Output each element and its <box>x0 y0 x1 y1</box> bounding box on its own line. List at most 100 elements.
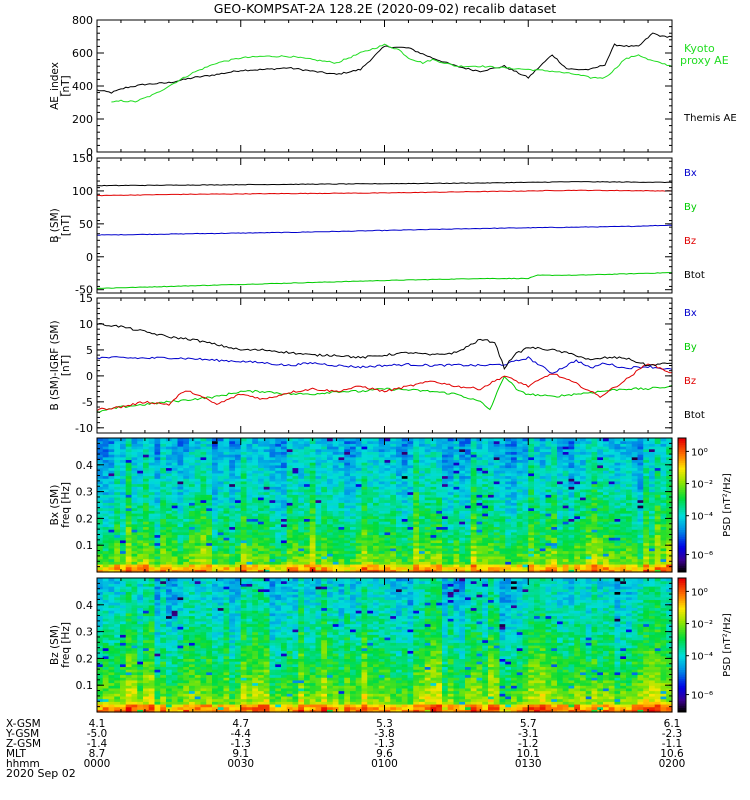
spectrogram-cell <box>183 513 190 517</box>
spectrogram-cell <box>499 553 506 557</box>
spectrogram-cell <box>189 478 196 482</box>
spectrogram-cell <box>591 446 598 450</box>
spectrogram-cell <box>436 521 443 525</box>
spectrogram-cell <box>384 472 391 477</box>
spectrogram-cell <box>194 454 202 458</box>
spectrogram-cell <box>378 569 386 573</box>
spectrogram-cell <box>551 534 558 538</box>
spectrogram-cell <box>97 502 104 506</box>
spectrogram-cell <box>430 480 437 485</box>
spectrogram-cell <box>108 483 115 487</box>
spectrogram-cell <box>177 443 184 447</box>
spectrogram-cell <box>160 531 167 536</box>
spectrogram-cell <box>361 518 368 522</box>
spectrogram-cell <box>338 440 345 444</box>
spectrogram-cell <box>378 454 386 458</box>
spectrogram-cell <box>148 491 156 495</box>
spectrogram-cell <box>407 550 414 554</box>
spectrogram-cell <box>522 526 529 530</box>
spectrogram-cell <box>620 505 627 509</box>
spectrogram-cell <box>505 499 512 503</box>
spectrogram-cell <box>361 537 368 541</box>
spectrogram-cell <box>626 438 633 442</box>
spectrogram-cell <box>281 451 288 455</box>
spectrogram-cell <box>614 537 621 541</box>
spectrogram-cell <box>413 459 420 463</box>
spectrogram-cell <box>194 537 202 541</box>
spectrogram-cell <box>401 464 409 469</box>
spectrogram-cell <box>246 550 253 554</box>
spectrogram-cell <box>206 494 213 498</box>
spectrogram-cell <box>557 518 564 522</box>
spectrogram-cell <box>154 483 161 487</box>
spectrogram-cell <box>603 553 610 557</box>
spectrogram-cell <box>160 529 167 533</box>
spectrogram-cell <box>516 451 524 455</box>
spectrogram-cell <box>154 448 161 452</box>
spectrogram-cell <box>384 462 391 466</box>
spectrogram-cell <box>315 499 322 503</box>
spectrogram-cell <box>131 480 138 485</box>
spectrogram-cell <box>585 483 593 487</box>
spectrogram-cell <box>367 542 374 546</box>
spectrogram-cell <box>148 561 156 565</box>
spectrogram-cell <box>120 443 127 447</box>
spectrogram-cell <box>160 456 167 461</box>
spectrogram-cell <box>505 443 512 447</box>
spectrogram-cell <box>309 480 317 485</box>
spectrogram-cell <box>246 472 253 477</box>
spectrogram-cell <box>511 448 518 452</box>
spectrogram-cell <box>298 456 305 461</box>
spectrogram-cell <box>626 496 633 501</box>
spectrogram-cell <box>223 459 230 463</box>
spectrogram-cell <box>212 561 219 565</box>
spectrogram-cell <box>401 534 409 538</box>
spectrogram-cell <box>373 496 380 501</box>
spectrogram-cell <box>102 472 110 477</box>
spectrogram-cell <box>269 513 276 517</box>
spectrogram-cell <box>97 499 104 503</box>
spectrogram-cell <box>465 467 472 471</box>
spectrogram-cell <box>614 555 621 560</box>
spectrogram-cell <box>396 518 403 522</box>
spectrogram-cell <box>631 502 639 506</box>
spectrogram-cell <box>137 537 144 541</box>
spectrogram-cell <box>298 470 305 474</box>
spectrogram-cell <box>631 553 639 557</box>
spectrogram-cell <box>206 454 213 458</box>
spectrogram-cell <box>344 451 351 455</box>
spectrogram-cell <box>534 542 541 546</box>
spectrogram-cell <box>562 539 570 544</box>
spectrogram-cell <box>378 470 386 474</box>
spectrogram-cell <box>131 496 138 501</box>
spectrogram-cell <box>160 448 167 452</box>
spectrogram-cell <box>649 531 656 536</box>
spectrogram-cell <box>545 494 552 498</box>
spectrogram-cell <box>424 507 432 511</box>
spectrogram-cell <box>252 491 259 495</box>
spectrogram-cell <box>263 515 271 519</box>
spectrogram-cell <box>459 558 466 562</box>
spectrogram-cell <box>516 566 524 570</box>
spectrogram-cell <box>649 470 656 474</box>
spectrogram-cell <box>344 505 351 509</box>
spectrogram-cell <box>499 561 506 565</box>
spectrogram-cell <box>327 553 334 557</box>
spectrogram-cell <box>614 478 621 482</box>
spectrogram-cell <box>338 569 345 573</box>
spectrogram-cell <box>332 507 340 511</box>
spectrogram-cell <box>355 440 363 444</box>
spectrogram-cell <box>125 515 133 519</box>
spectrogram-cell <box>654 531 662 536</box>
spectrogram-cell <box>281 488 288 493</box>
spectrogram-cell <box>97 534 104 538</box>
spectrogram-cell <box>321 470 328 474</box>
spectrogram-cell <box>194 459 202 463</box>
spectrogram-cell <box>453 545 460 549</box>
spectrogram-cell <box>258 462 265 466</box>
spectrogram-cell <box>413 491 420 495</box>
spectrogram-cell <box>131 475 138 479</box>
spectrogram-cell <box>332 526 340 530</box>
spectrogram-cell <box>631 467 639 471</box>
spectrogram-cell <box>545 472 552 477</box>
